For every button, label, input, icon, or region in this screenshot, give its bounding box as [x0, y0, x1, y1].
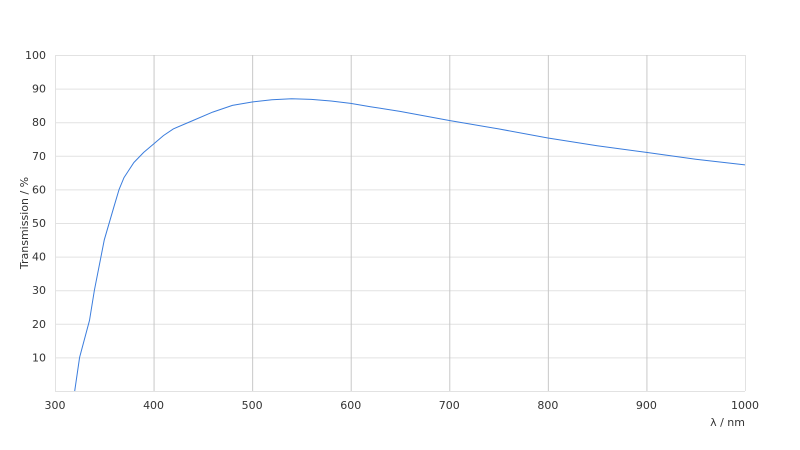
y-tick-label: 40	[32, 251, 46, 264]
grid	[55, 55, 746, 392]
x-tick-label: 500	[242, 399, 263, 412]
y-tick-label: 80	[32, 116, 46, 129]
x-tick-label: 700	[439, 399, 460, 412]
x-tick-label: 800	[537, 399, 558, 412]
y-tick-label: 90	[32, 83, 46, 96]
series-line	[74, 98, 746, 392]
y-tick-label: 100	[25, 49, 46, 62]
y-tick-label: 10	[32, 351, 46, 364]
y-tick-label: 50	[32, 217, 46, 230]
x-tick-label: 1000	[731, 399, 759, 412]
x-tick-label: 600	[340, 399, 361, 412]
x-tick-label: 300	[45, 399, 66, 412]
y-tick-label: 30	[32, 284, 46, 297]
tick-labels: 10 20 30 40 50 60 70 80 90 100 300 400 500 600 700 800 9…	[25, 49, 759, 412]
y-tick-label: 60	[32, 183, 46, 196]
x-axis-label: λ / nm	[710, 416, 745, 429]
y-axis-label: Transmission / %	[18, 177, 31, 270]
y-tick-label: 20	[32, 318, 46, 331]
x-tick-label: 900	[636, 399, 657, 412]
x-tick-label: 400	[143, 399, 164, 412]
y-tick-label: 70	[32, 150, 46, 163]
